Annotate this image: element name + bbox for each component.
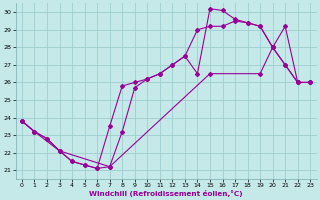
X-axis label: Windchill (Refroidissement éolien,°C): Windchill (Refroidissement éolien,°C)	[89, 190, 243, 197]
